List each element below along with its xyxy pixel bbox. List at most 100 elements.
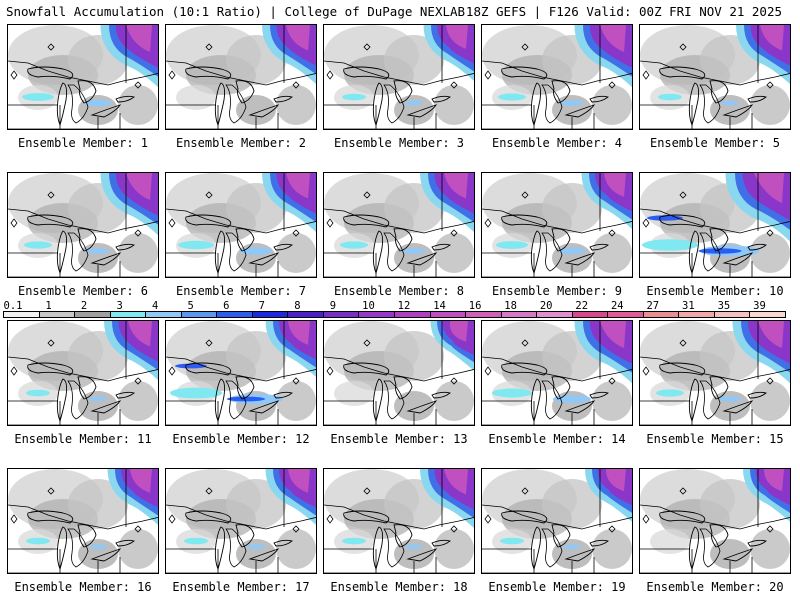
ensemble-member-label: Ensemble Member: 15: [646, 432, 784, 446]
snowfall-light-shading: [592, 529, 632, 569]
snowfall-light-shading: [650, 529, 690, 554]
lake-michigan: [56, 230, 68, 275]
map-edge-marker: [168, 70, 176, 80]
ensemble-member-label: Ensemble Member: 19: [488, 580, 626, 594]
snowfall-light-shading: [394, 539, 434, 569]
colorbar-swatch: [287, 311, 324, 318]
lake-icon: [521, 339, 529, 347]
lake-erie: [564, 104, 596, 118]
lake-michigan: [688, 82, 700, 127]
snowfall-14in-contour: [126, 25, 152, 53]
colorbar-swatch: [74, 311, 111, 318]
colorbar-swatch: [394, 311, 431, 318]
ensemble-member-map-20: [639, 468, 791, 574]
snowfall-light-shading: [434, 233, 474, 273]
map-edge-marker: [10, 70, 18, 80]
ensemble-member-map-10: [639, 172, 791, 278]
lake-icon: [47, 191, 55, 199]
lake-nipigon-icon: [608, 525, 616, 533]
lake-huron: [77, 228, 97, 252]
map-edge-marker: [484, 218, 492, 228]
snowfall-light-shading: [276, 529, 316, 569]
ensemble-member-map-13: [323, 320, 475, 426]
snowfall-14in-contour: [286, 173, 310, 199]
us-canada-border: [482, 504, 632, 530]
snowfall-light-shading: [750, 529, 790, 569]
snowfall-light-shading: [384, 331, 444, 381]
lake-nipigon-icon: [766, 377, 774, 385]
ensemble-member-map-9: [481, 172, 633, 278]
ensemble-member-label: Ensemble Member: 2: [175, 136, 307, 150]
colorbar-level-label: 20: [539, 300, 553, 312]
lake-huron: [77, 524, 97, 548]
snowfall-14in-contour: [130, 469, 152, 493]
lake-huron: [235, 524, 255, 548]
colorbar-swatch: [607, 311, 644, 318]
us-canada-border: [8, 60, 158, 86]
colorbar-level-label: 14: [433, 300, 446, 312]
lake-nipigon-icon: [608, 377, 616, 385]
lake-icon: [363, 487, 371, 495]
lake-erie: [90, 104, 122, 118]
us-canada-border: [8, 504, 158, 530]
michigan-lower-peninsula: [225, 84, 247, 124]
lake-icon: [679, 339, 687, 347]
lake-nipigon-icon: [450, 377, 458, 385]
ensemble-member-label: Ensemble Member: 5: [649, 136, 781, 150]
lake-effect-band: [342, 537, 366, 545]
colorbar-level-label: 8: [294, 300, 301, 312]
snowfall-light-shading: [394, 391, 434, 421]
lake-nipigon-icon: [766, 525, 774, 533]
lake-michigan: [530, 230, 542, 275]
snowfall-14in-contour: [764, 469, 784, 492]
lake-huron: [551, 228, 571, 252]
snowfall-14in-contour: [449, 321, 468, 342]
snowfall-light-shading: [394, 95, 434, 125]
snowfall-light-shading: [434, 529, 474, 569]
ensemble-member-label: Ensemble Member: 6: [17, 284, 149, 298]
lake-huron: [235, 376, 255, 400]
snowfall-14in-contour: [754, 173, 784, 204]
lake-michigan: [530, 82, 542, 127]
us-canada-border: [324, 208, 474, 234]
map-edge-marker: [168, 366, 176, 376]
lake-ontario: [115, 391, 135, 399]
colorbar-level-label: 35: [717, 300, 731, 312]
lake-effect-band: [178, 240, 214, 250]
lake-michigan: [372, 378, 384, 423]
lake-superior: [659, 510, 706, 524]
lake-michigan: [530, 526, 542, 571]
snowfall-colorbar: 0.1 1 2 3 4 5 6 7 8 9 10 12 14 16 18 20 22 24 27 31 35 39: [3, 300, 786, 320]
colorbar-level-label: 2: [80, 300, 88, 312]
snowfall-light-shading: [276, 85, 316, 125]
lake-michigan: [214, 82, 226, 127]
snowfall-light-shading: [118, 529, 158, 569]
snowfall-14in-contour: [600, 321, 626, 349]
colorbar-level-label: 27: [646, 300, 660, 312]
us-canada-border: [482, 356, 632, 382]
lake-superior: [185, 66, 232, 80]
lake-effect-band: [718, 396, 742, 402]
ensemble-member-map-7: [165, 172, 317, 278]
lake-superior: [185, 214, 232, 228]
colorbar-swatch: [642, 311, 680, 318]
lake-nipigon-icon: [134, 81, 142, 89]
lake-superior: [27, 362, 74, 376]
lake-huron: [393, 524, 413, 548]
michigan-lower-peninsula: [541, 232, 563, 272]
colorbar-level-label: 12: [397, 300, 411, 312]
michigan-lower-peninsula: [383, 380, 405, 420]
lake-icon: [205, 191, 213, 199]
lake-superior: [659, 214, 706, 228]
snowfall-14in-contour: [606, 469, 626, 492]
lake-ontario: [431, 243, 451, 251]
lake-icon: [521, 191, 529, 199]
michigan-lower-peninsula: [699, 380, 721, 420]
snowfall-14in-contour: [444, 173, 468, 199]
map-title: Snowfall Accumulation (10:1 Ratio) | Col…: [6, 4, 466, 19]
lake-effect-band: [642, 239, 698, 251]
lake-icon: [47, 339, 55, 347]
lake-nipigon-icon: [766, 229, 774, 237]
lake-ontario: [589, 243, 609, 251]
colorbar-level-label: 3: [116, 300, 123, 312]
